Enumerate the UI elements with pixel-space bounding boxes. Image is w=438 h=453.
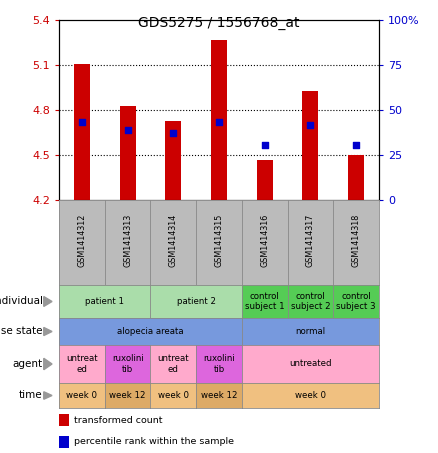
Point bbox=[261, 141, 268, 148]
Text: untreated: untreated bbox=[289, 360, 332, 368]
Bar bbox=[165, 120, 181, 200]
Polygon shape bbox=[44, 392, 52, 399]
Text: week 0: week 0 bbox=[158, 391, 189, 400]
Text: normal: normal bbox=[295, 327, 325, 336]
Bar bbox=[257, 159, 273, 200]
Text: control
subject 3: control subject 3 bbox=[336, 292, 376, 311]
Text: week 12: week 12 bbox=[201, 391, 237, 400]
Text: GSM1414316: GSM1414316 bbox=[260, 214, 269, 267]
Text: week 12: week 12 bbox=[110, 391, 146, 400]
Point bbox=[78, 118, 85, 125]
Text: control
subject 2: control subject 2 bbox=[290, 292, 330, 311]
Text: GDS5275 / 1556768_at: GDS5275 / 1556768_at bbox=[138, 16, 300, 30]
Point bbox=[215, 118, 223, 125]
Text: ruxolini
tib: ruxolini tib bbox=[112, 354, 144, 374]
Point bbox=[353, 141, 360, 148]
Text: untreat
ed: untreat ed bbox=[66, 354, 98, 374]
Polygon shape bbox=[44, 297, 52, 306]
Text: agent: agent bbox=[12, 359, 42, 369]
Text: GSM1414313: GSM1414313 bbox=[123, 214, 132, 267]
Point bbox=[307, 121, 314, 129]
Bar bbox=[348, 155, 364, 200]
Point bbox=[170, 129, 177, 136]
Bar bbox=[74, 63, 90, 200]
Text: week 0: week 0 bbox=[67, 391, 98, 400]
Text: untreat
ed: untreat ed bbox=[158, 354, 189, 374]
Text: patient 2: patient 2 bbox=[177, 297, 215, 306]
Point bbox=[124, 126, 131, 133]
Text: GSM1414318: GSM1414318 bbox=[352, 214, 360, 267]
Text: GSM1414317: GSM1414317 bbox=[306, 214, 315, 267]
Text: control
subject 1: control subject 1 bbox=[245, 292, 285, 311]
Text: individual: individual bbox=[0, 297, 42, 307]
Text: GSM1414315: GSM1414315 bbox=[215, 214, 223, 267]
Polygon shape bbox=[44, 328, 52, 336]
Text: week 0: week 0 bbox=[295, 391, 326, 400]
Text: percentile rank within the sample: percentile rank within the sample bbox=[74, 437, 234, 446]
Polygon shape bbox=[44, 358, 52, 370]
Text: transformed count: transformed count bbox=[74, 416, 163, 425]
Bar bbox=[302, 91, 318, 200]
Text: GSM1414314: GSM1414314 bbox=[169, 214, 178, 267]
Text: time: time bbox=[19, 390, 42, 400]
Text: alopecia areata: alopecia areata bbox=[117, 327, 184, 336]
Bar bbox=[211, 39, 227, 200]
Text: ruxolini
tib: ruxolini tib bbox=[203, 354, 235, 374]
Text: patient 1: patient 1 bbox=[85, 297, 124, 306]
Text: GSM1414312: GSM1414312 bbox=[78, 214, 86, 267]
Bar bbox=[59, 414, 69, 426]
Text: disease state: disease state bbox=[0, 327, 42, 337]
Bar bbox=[120, 106, 136, 200]
Bar bbox=[59, 436, 69, 448]
